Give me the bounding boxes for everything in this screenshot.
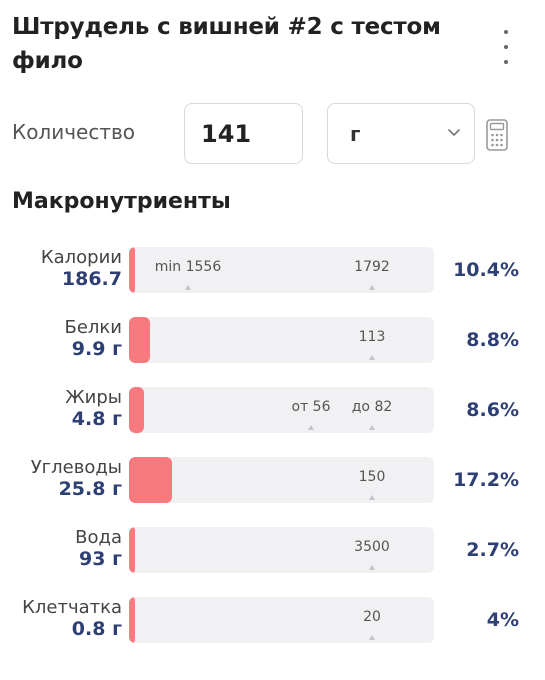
- macro-row: Углеводы 25.8 г 150 17.2%: [0, 457, 545, 507]
- chevron-down-icon: [448, 129, 460, 136]
- macro-progress-track: 20: [129, 597, 434, 643]
- macro-amount: 93 г: [79, 548, 122, 570]
- macro-percent: 8.6%: [466, 399, 519, 421]
- macro-marker-tick: [369, 425, 375, 430]
- macro-name: Жиры: [65, 387, 122, 408]
- macro-percent: 2.7%: [466, 539, 519, 561]
- macros-title: Макронутриенты: [12, 189, 231, 214]
- macro-percent: 4%: [486, 609, 519, 631]
- macro-marker-tick: [369, 355, 375, 360]
- macro-progress-track: 3500: [129, 527, 434, 573]
- macro-marker-label: 20: [363, 609, 381, 625]
- quantity-input[interactable]: 141: [184, 103, 303, 164]
- macro-row: Белки 9.9 г 113 8.8%: [0, 317, 545, 367]
- macro-marker-label: 150: [358, 469, 386, 485]
- macro-marker-label: 113: [358, 329, 386, 345]
- macro-row: Вода 93 г 3500 2.7%: [0, 527, 545, 577]
- unit-value: г: [350, 121, 361, 146]
- macro-amount: 9.9 г: [71, 338, 122, 360]
- macro-progress-fill: [129, 527, 135, 573]
- more-vertical-icon[interactable]: [496, 30, 516, 64]
- macro-name: Клетчатка: [22, 597, 122, 618]
- macro-marker-label: 1792: [354, 259, 390, 275]
- macro-row: Жиры 4.8 г от 56 до 82 8.6%: [0, 387, 545, 437]
- macro-marker-tick: [308, 425, 314, 430]
- macro-amount: 0.8 г: [71, 618, 122, 640]
- macro-name: Вода: [75, 527, 122, 548]
- macro-marker-tick: [185, 285, 191, 290]
- macro-percent: 8.8%: [466, 329, 519, 351]
- macro-marker-label: min 1556: [154, 259, 222, 275]
- macro-percent: 10.4%: [453, 259, 519, 281]
- macro-progress-fill: [129, 597, 135, 643]
- macro-amount: 186.7: [61, 268, 122, 290]
- macro-marker-label: 3500: [354, 539, 390, 555]
- macro-marker-label: до 82: [351, 399, 393, 415]
- macro-name: Углеводы: [30, 457, 122, 478]
- macro-progress-track: от 56 до 82: [129, 387, 434, 433]
- macro-progress-track: 113: [129, 317, 434, 363]
- macro-progress-fill: [129, 387, 144, 433]
- macro-marker-label: от 56: [291, 399, 331, 415]
- page-title: Штрудель с вишней #2 с тестом фило: [12, 14, 441, 74]
- macro-marker-tick: [369, 285, 375, 290]
- quantity-label: Количество: [12, 120, 136, 144]
- macro-marker-tick: [369, 565, 375, 570]
- macro-marker-tick: [369, 635, 375, 640]
- macro-row: Клетчатка 0.8 г 20 4%: [0, 597, 545, 647]
- unit-select[interactable]: г: [327, 103, 475, 164]
- macro-name: Белки: [64, 317, 123, 338]
- calculator-icon[interactable]: [486, 119, 508, 151]
- macro-progress-track: 150: [129, 457, 434, 503]
- macro-progress-fill: [129, 247, 135, 293]
- macro-progress-fill: [129, 457, 172, 503]
- macro-progress-track: min 1556 1792: [129, 247, 434, 293]
- macro-row: Калории 186.7 min 1556 1792 10.4%: [0, 247, 545, 297]
- macro-amount: 25.8 г: [58, 478, 122, 500]
- macro-amount: 4.8 г: [71, 408, 122, 430]
- macro-progress-fill: [129, 317, 150, 363]
- macro-name: Калории: [40, 247, 122, 268]
- macro-percent: 17.2%: [453, 469, 519, 491]
- quantity-value: 141: [201, 119, 252, 148]
- macro-marker-tick: [369, 495, 375, 500]
